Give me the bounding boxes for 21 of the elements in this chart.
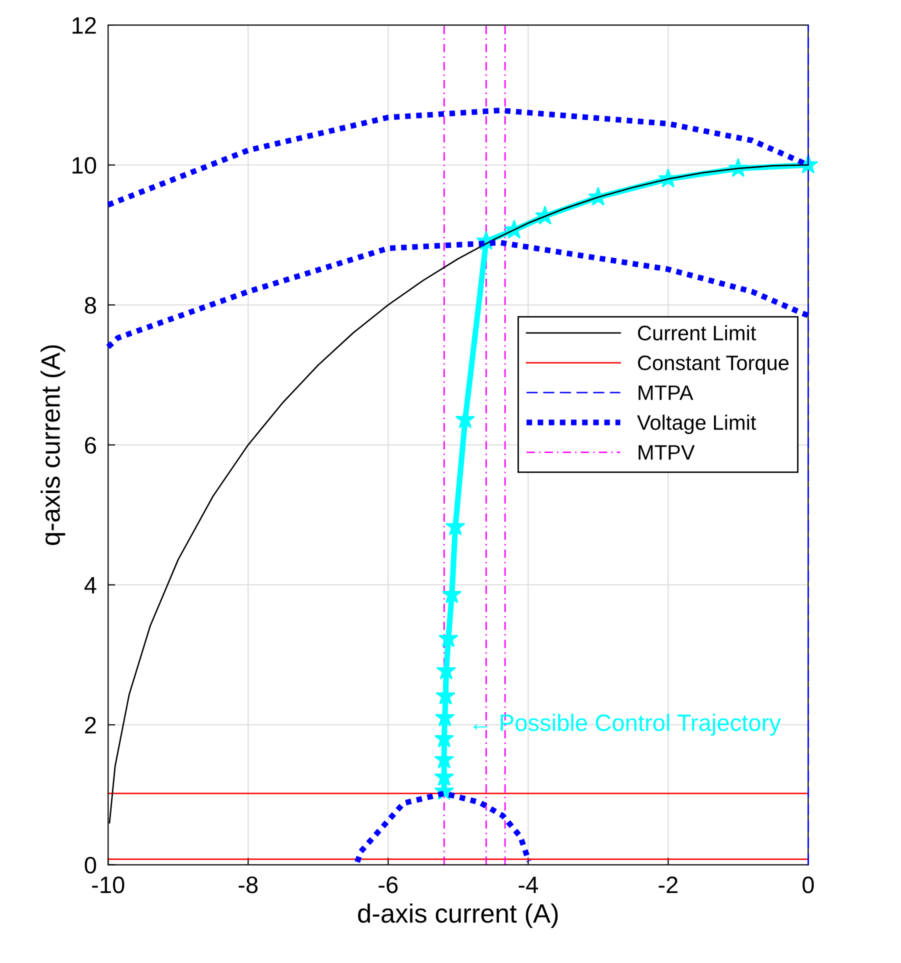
- legend-label: MTPV: [638, 445, 695, 460]
- legend-label: Current Limit: [638, 325, 756, 340]
- annotation: ← Possible Control Trajectory: [473, 714, 781, 736]
- x-tick-label: -6: [378, 876, 398, 894]
- legend-label: MTPA: [638, 386, 694, 400]
- legend-label: Voltage Limit: [637, 414, 756, 434]
- x-tick-label: -4: [518, 876, 538, 893]
- y-tick-label: 0: [84, 856, 96, 874]
- legend-label: Constant Torque: [638, 356, 789, 374]
- x-axis-title: d-axis current (A): [358, 903, 558, 928]
- y-tick-label: 12: [72, 17, 96, 34]
- y-tick-label: 4: [84, 577, 96, 594]
- x-tick-label: -8: [238, 876, 258, 894]
- y-axis-title: q-axis current (A): [40, 345, 66, 545]
- x-tick-label: 0: [802, 876, 814, 894]
- x-tick-label: -2: [658, 876, 678, 893]
- y-tick-label: 6: [85, 436, 96, 454]
- y-tick-label: 8: [84, 297, 96, 314]
- x-tick-label: -10: [92, 876, 124, 894]
- y-tick-label: 10: [72, 157, 96, 174]
- y-tick-label: 2: [85, 716, 96, 734]
